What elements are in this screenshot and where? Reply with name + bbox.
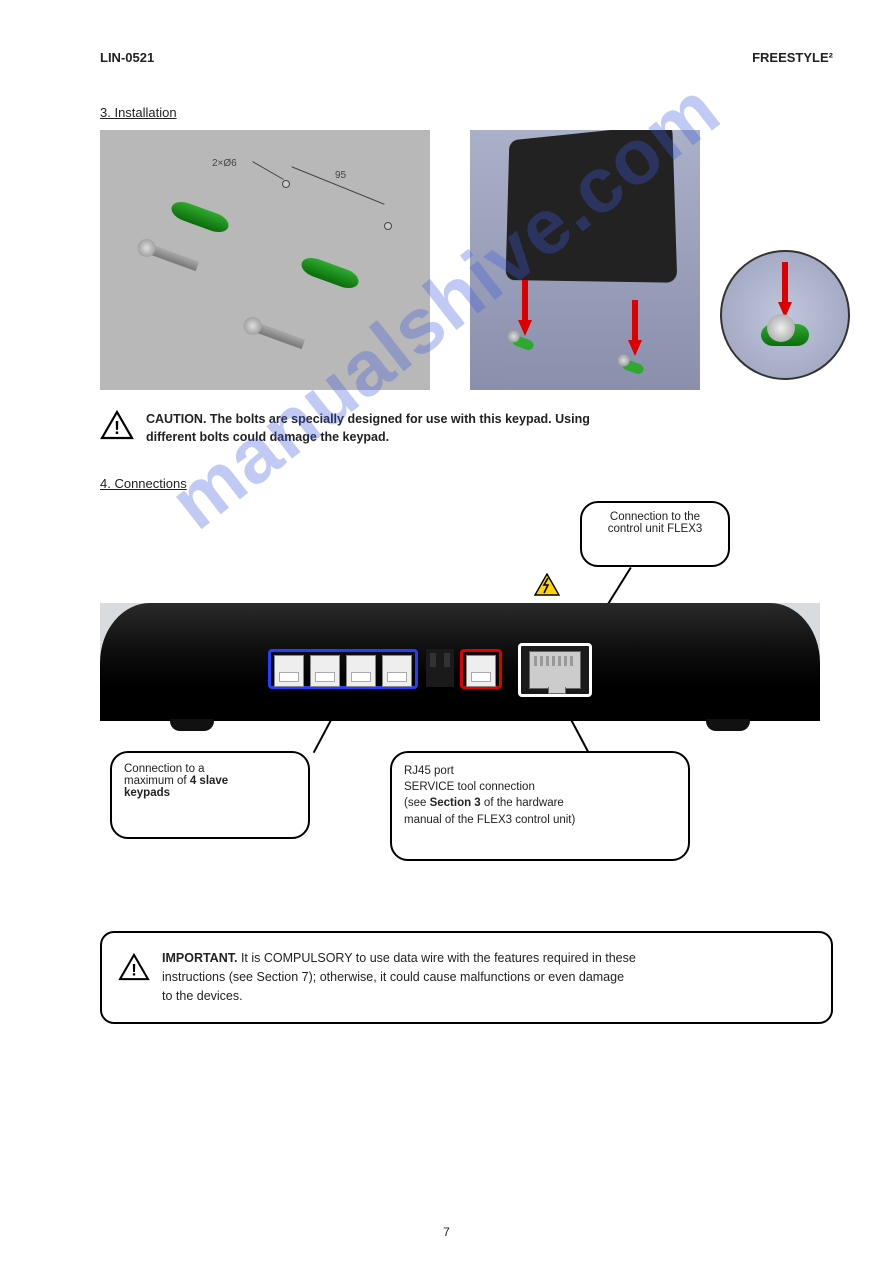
callout-text: (see <box>404 797 430 809</box>
rj45-port <box>518 643 592 697</box>
hole-spacing-label: 95 <box>335 170 346 181</box>
doc-title: FREESTYLE² <box>752 50 833 65</box>
electric-hazard-icon <box>534 573 560 600</box>
port-icon <box>274 655 304 687</box>
callout-text: of the hardware <box>484 797 564 809</box>
device-foot <box>170 719 214 731</box>
blue-background <box>470 130 700 390</box>
keypad-icon <box>506 130 678 283</box>
rj45-icon <box>529 651 581 689</box>
warning-triangle-icon: ! <box>100 410 134 440</box>
wall-anchor-icon <box>169 198 232 235</box>
hole-mark-1 <box>282 180 290 188</box>
svg-text:!: ! <box>114 418 120 438</box>
callout-text: manual of the FLEX3 control unit) <box>404 812 676 828</box>
page-number: 7 <box>443 1225 450 1239</box>
callout-slave-keypads: Connection to a maximum of 4 slave keypa… <box>110 751 310 839</box>
mounted-screw-icon <box>621 359 645 376</box>
screw-icon <box>250 321 305 349</box>
doc-code: LIN-0521 <box>100 50 154 65</box>
callout-text: Connection to the <box>592 511 718 523</box>
device-shell <box>100 603 820 721</box>
callout-text: keypads <box>124 787 170 799</box>
caution-note: ! CAUTION. The bolts are specially desig… <box>100 410 833 446</box>
hole-diameter-label: 2×Ø6 <box>212 158 237 169</box>
warning-line3: to the devices. <box>162 987 813 1006</box>
connections-heading: 4. Connections <box>100 476 833 491</box>
callout-text: control unit FLEX3 <box>592 523 718 535</box>
control-unit-port <box>460 649 502 689</box>
wall-anchor-icon <box>299 254 362 291</box>
caution-text-line2: different bolts could damage the keypad. <box>146 430 389 444</box>
important-warning: ! IMPORTANT. It is COMPULSORY to use dat… <box>100 931 833 1023</box>
down-arrow-icon <box>628 300 642 360</box>
port-icon <box>346 655 376 687</box>
warning-lead: IMPORTANT. <box>162 951 237 965</box>
mounting-detail-inset <box>720 250 850 380</box>
caution-text-line1: CAUTION. The bolts are specially designe… <box>146 412 590 426</box>
gray-background: 2×Ø6 95 <box>100 130 430 390</box>
connections-diagram: Connection to the control unit FLEX3 <box>100 501 820 861</box>
down-arrow-icon <box>778 262 792 322</box>
svg-text:!: ! <box>131 961 137 980</box>
callout-text: maximum of <box>124 775 190 787</box>
callout-bold: Section 3 <box>430 797 481 809</box>
device-foot <box>706 719 750 731</box>
callout-control-unit: Connection to the control unit FLEX3 <box>580 501 730 567</box>
warning-triangle-icon: ! <box>118 953 150 987</box>
port-icon <box>466 655 496 687</box>
figure-wall-drilling: 2×Ø6 95 <box>100 130 430 390</box>
vent-slot-icon <box>426 649 454 687</box>
warning-line2: instructions (see Section 7); otherwise,… <box>162 968 813 987</box>
screw-head-icon <box>761 324 809 346</box>
down-arrow-icon <box>518 280 532 340</box>
slave-keypad-ports <box>268 649 418 689</box>
callout-text: SERVICE tool connection <box>404 779 676 795</box>
installation-figures: 2×Ø6 95 <box>100 130 833 390</box>
screw-icon <box>144 243 199 271</box>
device-rear-view <box>100 603 820 721</box>
dim-leader-1 <box>252 161 284 180</box>
callout-text: RJ45 port <box>404 763 676 779</box>
port-icon <box>310 655 340 687</box>
hole-mark-2 <box>384 222 392 230</box>
figure-keypad-mounting <box>470 130 790 390</box>
callout-bold: 4 slave <box>190 775 228 787</box>
installation-heading: 3. Installation <box>100 105 833 120</box>
callout-rj45: RJ45 port SERVICE tool connection (see S… <box>390 751 690 861</box>
callout-text: Connection to a <box>124 763 296 775</box>
port-icon <box>382 655 412 687</box>
warning-line1: It is COMPULSORY to use data wire with t… <box>241 951 636 965</box>
